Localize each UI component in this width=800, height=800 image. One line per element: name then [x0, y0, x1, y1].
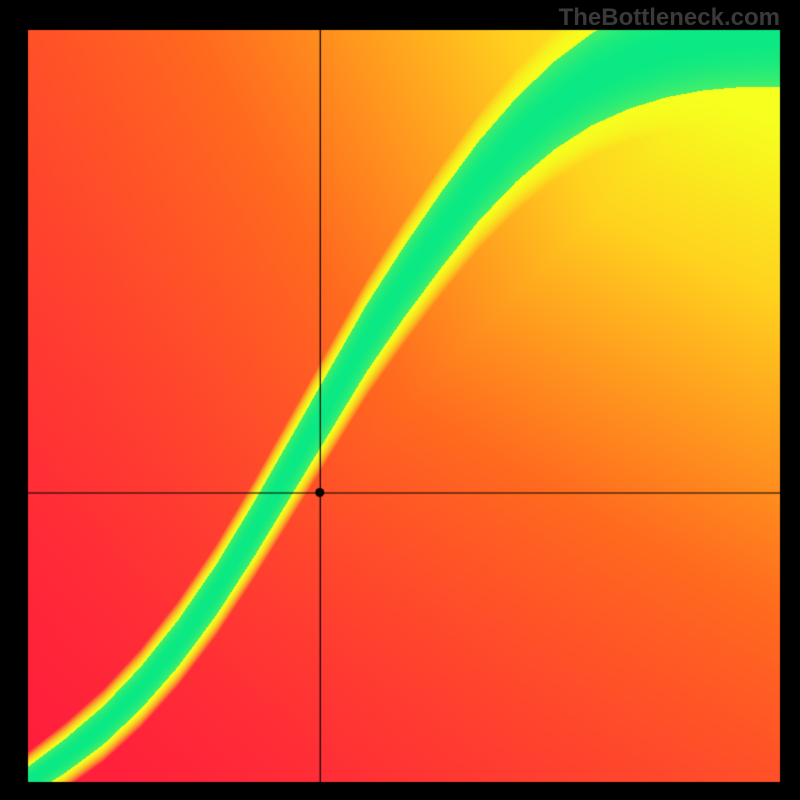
- chart-container: TheBottleneck.com: [0, 0, 800, 800]
- watermark-text: TheBottleneck.com: [559, 4, 780, 32]
- bottleneck-heatmap: [0, 0, 800, 800]
